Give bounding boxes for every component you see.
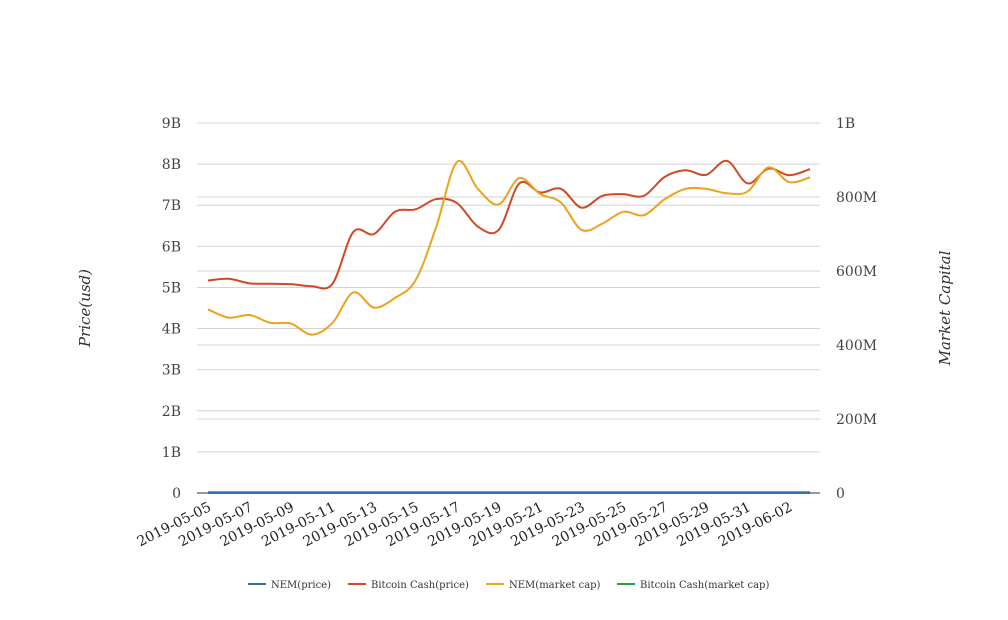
y-axis-right-label: Market Capital <box>936 250 954 366</box>
y-left-tick-label: 8B <box>162 157 181 173</box>
y-left-tick-label: 0 <box>172 486 181 502</box>
legend-label: NEM(price) <box>271 580 331 591</box>
series-line-nem-market-cap <box>207 159 811 336</box>
y-left-tick-label: 3B <box>162 363 181 379</box>
y-axis-left-label: Price(usd) <box>76 269 94 348</box>
x-axis-ticks: 2019-05-052019-05-072019-05-092019-05-11… <box>135 499 795 550</box>
y-left-tick-label: 7B <box>162 198 181 214</box>
legend-label: Bitcoin Cash(market cap) <box>640 580 769 591</box>
y-left-tick-label: 4B <box>162 322 181 338</box>
legend-label: NEM(market cap) <box>509 580 601 591</box>
legend: NEM(price) Bitcoin Cash(price) NEM(market … <box>248 580 769 591</box>
y-right-tick-label: 1B <box>836 116 855 132</box>
series-line-bitcoin-cash-price <box>207 159 811 290</box>
series-lines <box>207 159 811 495</box>
right-axis-ticks: 0 200M 400M 600M 800M 1B <box>836 116 877 502</box>
y-right-tick-label: 400M <box>836 338 877 354</box>
legend-label: Bitcoin Cash(price) <box>371 580 469 591</box>
y-left-tick-label: 6B <box>162 239 181 255</box>
y-left-tick-label: 2B <box>162 404 181 420</box>
y-right-tick-label: 600M <box>836 264 877 280</box>
left-axis-ticks: 0 1B 2B 3B 4B 5B 6B 7B 8B 9B <box>162 116 181 502</box>
y-left-tick-label: 1B <box>162 445 181 461</box>
y-right-tick-label: 200M <box>836 412 877 428</box>
grid <box>197 122 820 494</box>
y-right-tick-label: 800M <box>836 190 877 206</box>
y-left-tick-label: 9B <box>162 116 181 132</box>
y-left-tick-label: 5B <box>162 280 181 296</box>
y-right-tick-label: 0 <box>836 486 845 502</box>
